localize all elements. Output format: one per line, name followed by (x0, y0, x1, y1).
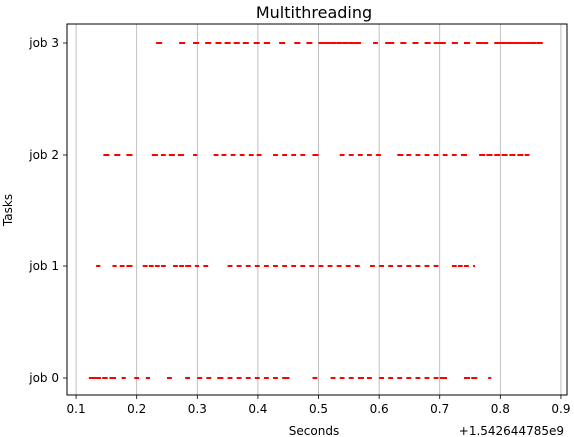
x-tick-label: 0.9 (551, 402, 570, 416)
x-tick-label: 0.7 (430, 402, 449, 416)
y-tick-label: job 3 (28, 36, 59, 50)
data-marks (88, 42, 543, 379)
x-tick-label: 0.6 (370, 402, 389, 416)
x-tick-label: 0.4 (248, 402, 267, 416)
x-tick-label: 0.2 (127, 402, 146, 416)
y-tick-label: job 1 (28, 259, 59, 273)
plot-frame (66, 23, 568, 396)
x-axis-ticks: 0.1 0.2 0.3 0.4 0.5 0.6 0.7 0.8 0.9 (67, 395, 570, 416)
x-tick-label: 0.5 (309, 402, 328, 416)
x-tick-label: 0.1 (67, 402, 86, 416)
x-tick-label: 0.3 (188, 402, 207, 416)
x-axis-label: Seconds (289, 424, 339, 437)
x-axis-offset-label: +1.542644785e9 (459, 424, 564, 437)
x-tick-label: 0.8 (491, 402, 510, 416)
y-tick-label: job 2 (28, 148, 59, 162)
y-axis-label: Tasks (1, 194, 15, 227)
y-axis-ticks: job 0 job 1 job 2 job 3 (28, 36, 67, 385)
x-grid-lines (75, 24, 562, 395)
chart-title: Multithreading (256, 3, 372, 22)
y-tick-label: job 0 (28, 371, 59, 385)
